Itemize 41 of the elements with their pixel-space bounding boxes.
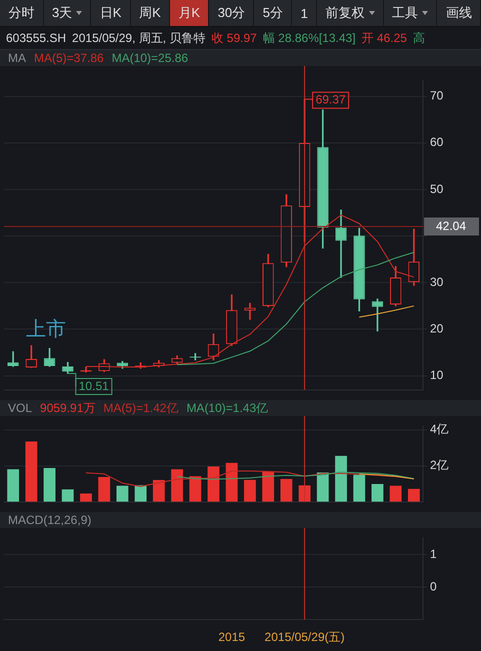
chart-title: 603555.SH xyxy=(6,31,66,45)
x-tick-label: 2015 xyxy=(218,630,246,644)
annotation: 10.51 xyxy=(78,378,110,393)
chart-subtitle: 2015/05/29, 周五, 贝鲁特 xyxy=(72,30,206,46)
text: 画线 xyxy=(446,4,472,22)
y-tick-label: 30 xyxy=(430,274,444,289)
legend-title: MA xyxy=(8,51,26,65)
text: MA(10)=1.43亿 xyxy=(186,400,268,416)
text: 前复权 xyxy=(326,4,364,22)
text: 收 59.97 xyxy=(211,30,257,46)
text: MA(10)=25.86 xyxy=(112,51,188,65)
text: 1 xyxy=(300,6,308,20)
text: 30分 xyxy=(218,4,246,22)
y-tick-label: 1 xyxy=(430,546,437,561)
text: 分时 xyxy=(8,4,34,22)
legend-title: VOL xyxy=(8,401,32,415)
text: 9059.91万 xyxy=(40,400,96,416)
y-tick-label: 60 xyxy=(430,135,444,150)
text: MA(5)=1.42亿 xyxy=(103,400,178,416)
x-tick-label: 2015/05/29(五) xyxy=(264,630,345,644)
text: 高 xyxy=(412,30,425,46)
text: 幅 28.86%[13.43] xyxy=(262,30,356,46)
text: 日K xyxy=(100,4,122,22)
y-tick-label: 10 xyxy=(430,368,444,382)
chart-title: MACD(12,26,9) xyxy=(8,513,92,527)
y-tick-label: 4亿 xyxy=(430,422,449,436)
text: 工具 xyxy=(392,4,418,22)
annotation: 上市 xyxy=(26,318,66,340)
text: MA(5)=37.86 xyxy=(34,51,104,65)
text: 5分 xyxy=(262,4,284,22)
text: 3天 xyxy=(52,4,72,22)
text: 周K xyxy=(139,4,161,22)
y-tick-label: 2亿 xyxy=(430,458,449,472)
ref-line-label: 42.04 xyxy=(436,218,466,233)
annotation: 69.37 xyxy=(316,92,346,107)
y-tick-label: 0 xyxy=(430,579,437,594)
y-tick-label: 70 xyxy=(430,88,444,103)
text: 月K xyxy=(178,4,200,22)
text: 开 46.25 xyxy=(362,30,407,46)
y-tick-label: 20 xyxy=(430,322,444,336)
y-tick-label: 50 xyxy=(430,182,444,196)
